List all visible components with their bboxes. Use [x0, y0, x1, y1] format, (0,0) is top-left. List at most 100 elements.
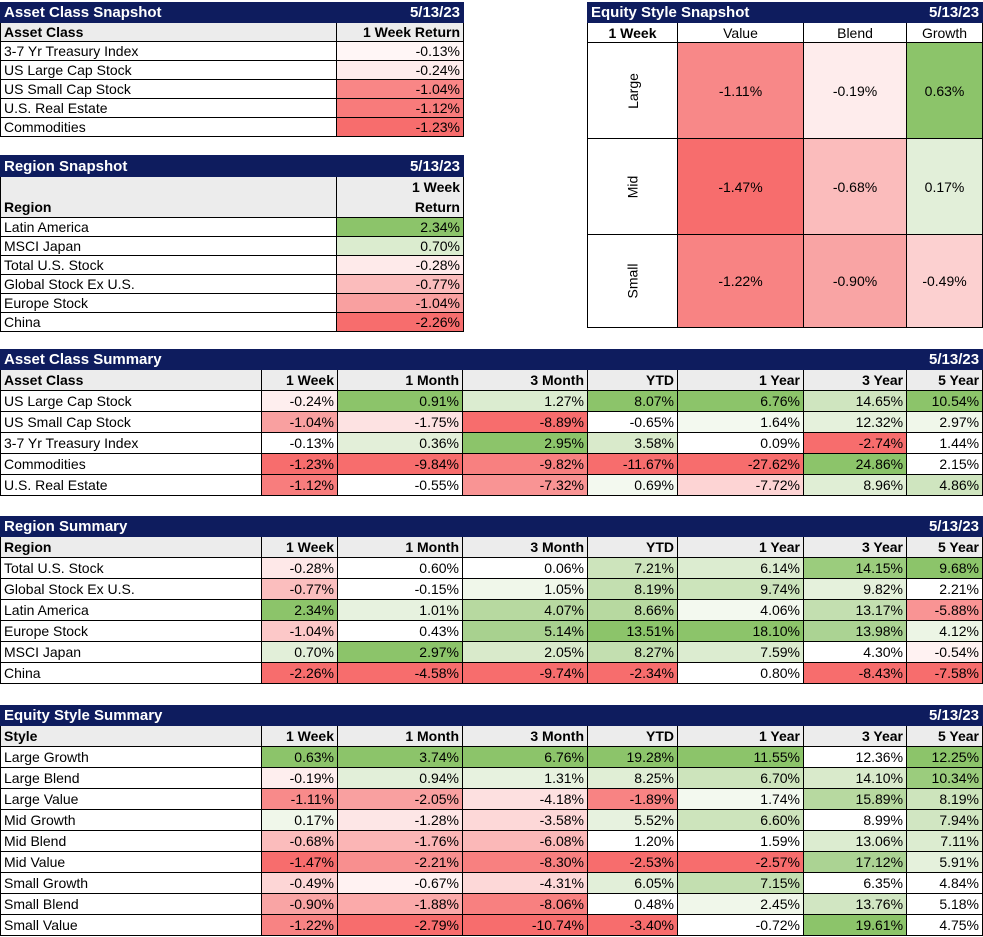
table-cell: 8.99%: [802, 809, 908, 831]
table-cell: 0.48%: [587, 893, 678, 915]
asset-snapshot-col-value: 1 Week Return: [336, 22, 464, 42]
table-cell: 13.06%: [802, 830, 908, 852]
table-cell: -0.54%: [906, 641, 983, 663]
row-value: -2.26%: [336, 312, 464, 332]
equity-snapshot-row: Small -1.22% -0.90% -0.49%: [587, 234, 983, 328]
table-cell: -4.58%: [337, 662, 463, 684]
row-label: Small Growth: [0, 872, 262, 894]
snapshot-row: U.S. Real Estate -1.12%: [0, 98, 464, 118]
table-cell: 1.27%: [462, 390, 588, 412]
equity-snapshot-grid: Large -1.11% -0.19% 0.63% Mid -1.47% -0.68% 0.1…: [587, 42, 983, 328]
equity-summary-date: 5/13/23: [906, 705, 983, 726]
region-snapshot-date: 5/13/23: [336, 155, 464, 177]
table-cell: 0.17%: [261, 809, 338, 831]
equity-snapshot-col-growth: Growth: [906, 22, 983, 43]
table-cell: 13.17%: [803, 599, 907, 621]
table-cell: -2.26%: [261, 662, 338, 684]
equity-snapshot-cell: 0.63%: [906, 42, 983, 139]
table-row: Europe Stock -1.04% 0.43% 5.14% 13.51% 18.10%…: [0, 620, 983, 642]
table-cell: 8.66%: [587, 599, 678, 621]
table-cell: 8.96%: [802, 474, 908, 496]
table-cell: 0.94%: [337, 767, 463, 789]
col-1-week: 1 Week: [261, 369, 338, 391]
snapshot-row: Total U.S. Stock -0.28%: [0, 255, 464, 275]
table-cell: 1.44%: [906, 432, 983, 454]
table-row: Commodities -1.23% -9.84% -9.82% -11.67% -27.…: [0, 453, 983, 475]
table-cell: -4.31%: [462, 872, 588, 894]
table-cell: 0.80%: [677, 662, 804, 684]
equity-snapshot-cell: -0.49%: [906, 234, 983, 328]
snapshot-row: Commodities -1.23%: [0, 117, 464, 137]
asset-snapshot-title: Asset Class Snapshot: [0, 2, 337, 23]
snapshot-row: Global Stock Ex U.S. -0.77%: [0, 274, 464, 294]
table-row: Large Growth 0.63% 3.74% 6.76% 19.28% 11.55% 1…: [0, 746, 983, 768]
table-cell: 24.86%: [802, 453, 908, 475]
table-cell: -0.65%: [587, 411, 678, 433]
row-label: China: [0, 312, 337, 332]
row-label: Commodities: [0, 117, 337, 137]
table-cell: 6.35%: [802, 872, 908, 894]
row-label: MSCI Japan: [0, 641, 262, 663]
table-cell: -7.32%: [462, 474, 588, 496]
table-row: US Large Cap Stock -0.24% 0.91% 1.27% 8.07% 6…: [0, 390, 983, 412]
row-label: US Small Cap Stock: [0, 411, 262, 433]
table-cell: -1.47%: [261, 851, 338, 873]
table-cell: -0.49%: [261, 872, 338, 894]
region-summary: Region Summary 5/13/23 Region 1 Week 1 M…: [0, 516, 983, 684]
table-row: Large Value -1.11% -2.05% -4.18% -1.89% 1.74%…: [0, 788, 983, 810]
table-cell: 5.91%: [906, 851, 983, 873]
table-cell: -1.11%: [261, 788, 338, 810]
table-cell: -0.90%: [261, 893, 338, 915]
equity-style-snapshot: Equity Style Snapshot 5/13/23 1 Week Val…: [586, 2, 983, 328]
row-label: 3-7 Yr Treasury Index: [0, 41, 337, 61]
region-summary-date: 5/13/23: [906, 516, 983, 537]
table-cell: -0.15%: [337, 578, 463, 600]
table-cell: -9.74%: [462, 662, 588, 684]
table-cell: 1.59%: [677, 830, 804, 852]
table-cell: 14.15%: [803, 557, 907, 579]
table-cell: 0.06%: [462, 557, 588, 579]
table-cell: 4.06%: [677, 599, 804, 621]
row-value: -0.28%: [336, 255, 464, 275]
table-cell: -8.06%: [462, 893, 588, 915]
table-cell: 9.68%: [906, 557, 983, 579]
table-cell: 6.70%: [677, 767, 804, 789]
table-row: U.S. Real Estate -1.12% -0.55% -7.32% 0.69% -…: [0, 474, 983, 496]
table-cell: 2.15%: [906, 453, 983, 475]
col-ytd: YTD: [587, 725, 678, 747]
equity-snapshot-corner: 1 Week: [587, 22, 678, 43]
row-label: Europe Stock: [0, 293, 337, 313]
row-label: Latin America: [0, 599, 262, 621]
row-label: Latin America: [0, 217, 337, 237]
table-cell: -0.67%: [337, 872, 463, 894]
asset-summary-col-label: Asset Class: [0, 369, 262, 391]
equity-snapshot-col-value: Value: [677, 22, 804, 43]
table-cell: 7.21%: [587, 557, 678, 579]
row-label: Large Value: [0, 788, 262, 810]
table-cell: 5.14%: [462, 620, 588, 642]
table-cell: -27.62%: [677, 453, 804, 475]
table-cell: 6.14%: [677, 557, 804, 579]
row-label: US Large Cap Stock: [0, 390, 262, 412]
table-cell: 1.20%: [587, 830, 678, 852]
row-value: -1.12%: [336, 98, 464, 118]
col-3-month: 3 Month: [462, 725, 588, 747]
table-cell: -0.55%: [337, 474, 463, 496]
row-label: Global Stock Ex U.S.: [0, 274, 337, 294]
equity-snapshot-cell: -0.68%: [802, 138, 908, 235]
col-1-month: 1 Month: [337, 369, 463, 391]
region-snapshot-col-value-line1: 1 Week: [412, 179, 460, 195]
table-row: China -2.26% -4.58% -9.74% -2.34% 0.80% -8.43%…: [0, 662, 983, 684]
row-label: MSCI Japan: [0, 236, 337, 256]
table-cell: 0.60%: [337, 557, 463, 579]
col-1-year: 1 Year: [677, 725, 804, 747]
table-cell: 1.64%: [677, 411, 804, 433]
asset-class-snapshot: Asset Class Snapshot 5/13/23 Asset Class…: [0, 2, 464, 137]
row-value: -1.04%: [336, 79, 464, 99]
row-label: Small Value: [0, 914, 262, 936]
region-snapshot: Region Snapshot 5/13/23 Region 1 Week Re…: [0, 155, 464, 332]
row-label: China: [0, 662, 262, 684]
row-label: U.S. Real Estate: [0, 98, 337, 118]
row-label: US Large Cap Stock: [0, 60, 337, 80]
asset-summary-rows: US Large Cap Stock -0.24% 0.91% 1.27% 8.07% 6…: [0, 390, 983, 496]
